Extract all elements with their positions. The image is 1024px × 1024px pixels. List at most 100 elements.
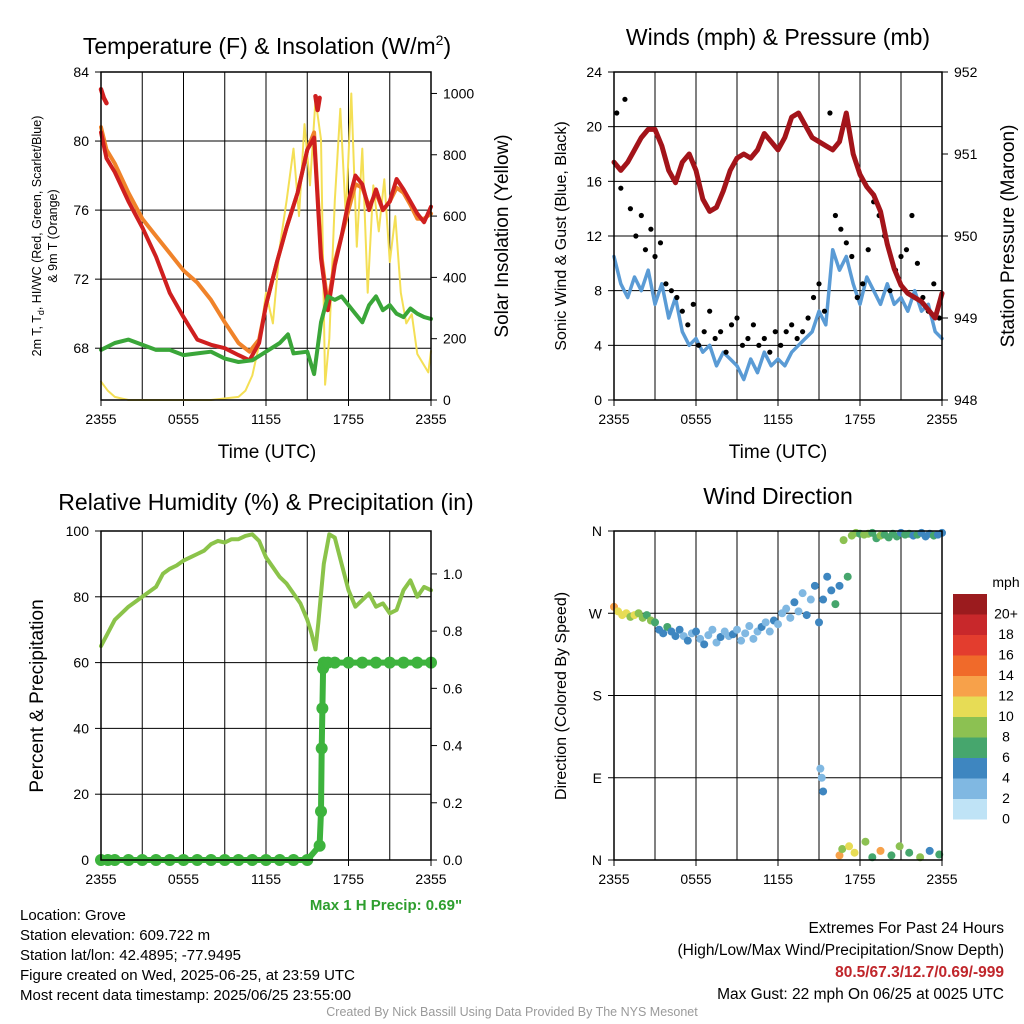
max-gust: Max Gust: 22 mph On 06/25 at 0025 UTC: [717, 986, 1004, 1003]
gust-point: [794, 335, 800, 342]
y2-tick-label: 1000: [443, 85, 474, 101]
x-tick-label: 2355: [415, 871, 446, 887]
direction-point: [794, 607, 803, 616]
gust-point: [690, 301, 696, 307]
legend-label: 8: [1002, 728, 1010, 744]
temperature-ylabel-line2: & 9m T (Orange): [46, 189, 60, 282]
precip-point: [397, 656, 410, 669]
gust-point: [701, 329, 707, 335]
legend-label: 4: [1002, 769, 1010, 785]
gust-point: [849, 253, 855, 260]
direction-point: [802, 611, 811, 620]
gust-point: [657, 240, 664, 246]
plot-frame: [100, 71, 432, 401]
humidity-chart-title: Relative Humidity (%) & Precipitation (i…: [58, 489, 473, 515]
legend-swatch: [953, 737, 987, 758]
gust-point: [734, 315, 740, 321]
solar-y2label: Solar Insolation (Yellow): [492, 134, 513, 337]
y-tick-label: 68: [73, 340, 89, 356]
gust-point: [723, 349, 729, 355]
direction-point: [782, 604, 791, 613]
legend-swatch: [953, 696, 987, 717]
direction-point: [861, 837, 870, 846]
legend-label: 18: [998, 626, 1014, 642]
gust-point: [618, 185, 624, 191]
gust-point: [750, 322, 757, 328]
precip-point: [370, 656, 382, 669]
direction-point: [819, 787, 828, 796]
x-tick-label: 2355: [85, 411, 116, 427]
gust-point: [756, 342, 762, 348]
direction-point: [733, 625, 741, 634]
direction-point: [786, 613, 795, 622]
legend-swatch: [953, 799, 987, 820]
gust-point: [652, 253, 658, 260]
y2-tick-label: 0.4: [443, 738, 463, 754]
y2-tick-label: 0.8: [443, 623, 463, 639]
legend-label: 2: [1002, 790, 1010, 806]
recent-timestamp: Most recent data timestamp: 2025/06/25 2…: [20, 987, 352, 1004]
y-tick-label: 60: [73, 655, 89, 671]
x-tick-label: 2355: [926, 871, 957, 887]
x-tick-label: 1155: [763, 411, 793, 427]
direction-point: [651, 618, 659, 627]
temperature-chart-title: Temperature (F) & Insolation (W/m2): [83, 32, 451, 59]
legend-label: 0: [1002, 810, 1010, 826]
dewpoint-series-line: [99, 294, 433, 377]
y-tick-label: 12: [586, 228, 602, 244]
direction-point: [671, 632, 680, 641]
direction-point: [827, 586, 836, 595]
direction-point: [806, 595, 815, 604]
legend-label: 12: [998, 687, 1014, 703]
y-tick-label: 72: [73, 271, 89, 287]
legend-swatch: [953, 676, 987, 697]
direction-point: [817, 773, 826, 782]
max-precip-label: Max 1 H Precip: 0.69": [310, 897, 462, 914]
direction-point: [839, 536, 848, 545]
direction-point: [831, 600, 840, 609]
precip-point: [313, 839, 326, 852]
figure-created: Figure created on Wed, 2025-06-25, at 23…: [20, 967, 355, 984]
gust-point: [696, 342, 702, 348]
x-tick-label: 1755: [844, 411, 875, 427]
direction-point: [659, 629, 668, 638]
direction-point: [850, 848, 859, 857]
direction-point: [737, 636, 746, 645]
station-elevation: Station elevation: 609.722 m: [20, 927, 211, 944]
x-tick-label: 2355: [926, 411, 957, 427]
y-tick-label: N: [592, 523, 602, 539]
pressure-series-line: [611, 110, 945, 321]
y-tick-label: 76: [73, 202, 89, 218]
gust-point: [843, 240, 849, 246]
y-tick-label: S: [593, 688, 602, 704]
gust-point: [903, 247, 910, 253]
direction-point: [675, 625, 684, 634]
winds-xlabel: Time (UTC): [729, 442, 828, 463]
gust-point: [800, 329, 806, 335]
legend-label: 14: [998, 667, 1014, 683]
gust-point: [674, 294, 680, 301]
gust-point: [865, 247, 871, 253]
gust-point: [761, 335, 767, 342]
legend-swatch: [953, 778, 987, 799]
direction-point: [819, 595, 828, 604]
direction-point: [798, 589, 807, 598]
plot-frame: [613, 71, 943, 401]
gust-point: [685, 322, 691, 328]
gust-point: [816, 281, 822, 287]
heatindex-series-line: [98, 87, 109, 106]
heatindex-series-line: [313, 93, 322, 113]
precip-point: [315, 742, 328, 755]
x-tick-label: 1155: [251, 871, 281, 887]
direction-point: [816, 764, 825, 773]
plot-frame: [100, 530, 432, 861]
gust-point: [931, 281, 937, 287]
station-location: Location: Grove: [20, 907, 126, 924]
x-tick-label: 1755: [333, 871, 364, 887]
gust-point: [909, 212, 915, 219]
direction-point: [790, 598, 799, 607]
y2-tick-label: 800: [443, 147, 467, 163]
direction-point: [887, 851, 896, 860]
gust-point: [914, 260, 921, 266]
direction-point: [683, 636, 692, 645]
